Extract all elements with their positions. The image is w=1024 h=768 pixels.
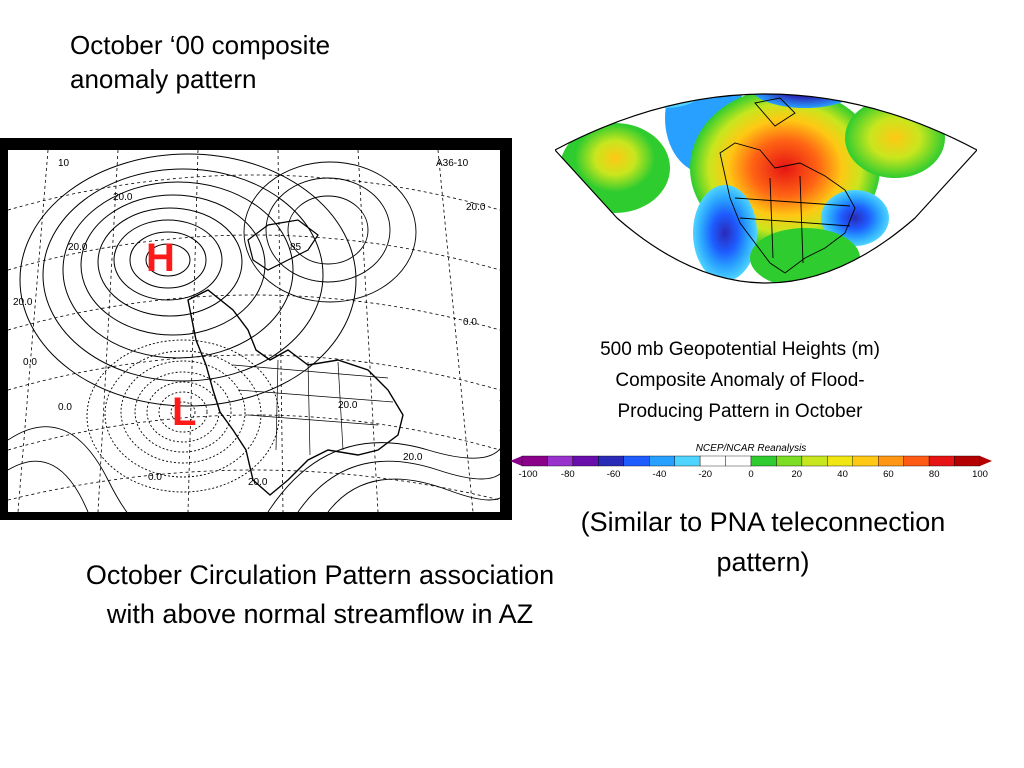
colorbar-swatch (725, 455, 752, 467)
caption-right: 500 mb Geopotential Heights (m) Composit… (600, 339, 880, 422)
corner-number: 10 (58, 158, 70, 169)
colorbar-swatch (852, 455, 879, 467)
contour-label: 20.0 (113, 192, 133, 203)
colorbar-swatch (776, 455, 803, 467)
colorbar-swatch (572, 455, 599, 467)
contour-label: 20.0 (403, 452, 423, 463)
caption-left: October Circulation Pattern association … (85, 560, 555, 629)
colorbar-tick-label: -80 (561, 469, 575, 480)
colorbar-tick-label: -20 (698, 469, 712, 480)
colorbar-tick-label: 60 (883, 469, 894, 480)
colorbar-swatch (674, 455, 701, 467)
colorbar-tick-label: 80 (929, 469, 940, 480)
contour-label: 0.0 (148, 472, 162, 483)
colorbar-arrow-right (980, 456, 992, 466)
colorbar-title: NCEP/NCAR Reanalysis (696, 443, 807, 454)
contour-label: 0.0 (463, 317, 477, 328)
note-right: (Similar to PNA teleconnection pattern) (580, 507, 946, 577)
low-pressure-marker: L (172, 390, 197, 434)
colorbar-swatch (623, 455, 650, 467)
contour-label: 20.0 (248, 477, 268, 488)
contour-label: 0.0 (23, 357, 37, 368)
colorbar-swatch (547, 455, 574, 467)
contour-label: 20.0 (338, 400, 358, 411)
colorbar-tick-label: 100 (972, 469, 988, 480)
colorbar-swatch (699, 455, 726, 467)
colorbar-swatch (928, 455, 955, 467)
colorbar-swatch (903, 455, 930, 467)
colorbar-tick-label: 20 (792, 469, 803, 480)
contour-map-frame: 20.0 20.0 20.0 20.0 0.0 0.0 0.0 20.0 20.… (0, 138, 512, 520)
contour-map: 20.0 20.0 20.0 20.0 0.0 0.0 0.0 20.0 20.… (8, 150, 500, 512)
corner-label: A36-10 (436, 158, 469, 169)
anomaly-map (555, 93, 977, 284)
colorbar-tick-label: 40 (837, 469, 848, 480)
contour-map-svg: 20.0 20.0 20.0 20.0 0.0 0.0 0.0 20.0 20.… (8, 150, 500, 512)
colorbar-tick-label: -100 (518, 469, 537, 480)
colorbar-swatch (954, 455, 981, 467)
colorbar-swatch (827, 455, 853, 467)
colorbar-tick-label: -60 (607, 469, 621, 480)
contour-label: 20.0 (466, 202, 486, 213)
colorbar-swatch (878, 455, 904, 467)
colorbar-swatch (801, 455, 828, 467)
colorbar-tick-label: -40 (653, 469, 667, 480)
colorbar: NCEP/NCAR Reanalysis -100 -80 -60 -40 -20 0 20… (510, 443, 992, 480)
contour-label: 85 (290, 242, 302, 253)
contour-label: 20.0 (68, 242, 88, 253)
contour-label: 20.0 (13, 297, 33, 308)
high-pressure-marker: H (146, 236, 175, 280)
colorbar-swatch (649, 455, 675, 467)
slide-title: October ‘00 composite anomaly pattern (70, 30, 331, 94)
colorbar-swatch (750, 455, 777, 467)
colorbar-swatch (598, 455, 624, 467)
colorbar-arrow-left (510, 456, 522, 466)
contour-label: 0.0 (58, 402, 72, 413)
colorbar-swatch (521, 455, 548, 467)
colorbar-tick-label: 0 (748, 469, 753, 480)
